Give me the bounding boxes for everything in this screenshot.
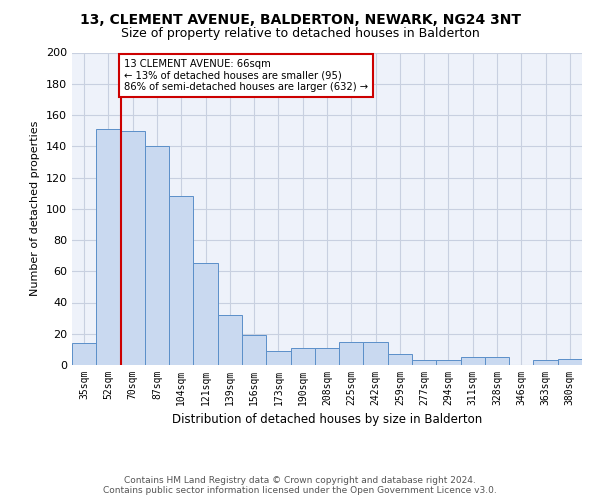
Bar [290, 348, 315, 365]
Bar [364, 342, 388, 365]
Bar [412, 360, 436, 365]
Bar [218, 315, 242, 365]
Bar [533, 360, 558, 365]
Bar [72, 343, 96, 365]
Bar [193, 264, 218, 365]
Bar [266, 351, 290, 365]
Bar [169, 196, 193, 365]
Bar [145, 146, 169, 365]
Bar [558, 359, 582, 365]
Y-axis label: Number of detached properties: Number of detached properties [31, 121, 40, 296]
Text: Size of property relative to detached houses in Balderton: Size of property relative to detached ho… [121, 28, 479, 40]
Text: Contains HM Land Registry data © Crown copyright and database right 2024.
Contai: Contains HM Land Registry data © Crown c… [103, 476, 497, 495]
Bar [339, 342, 364, 365]
Bar [121, 130, 145, 365]
Bar [242, 336, 266, 365]
Bar [485, 357, 509, 365]
Bar [436, 360, 461, 365]
Bar [96, 129, 121, 365]
Text: 13, CLEMENT AVENUE, BALDERTON, NEWARK, NG24 3NT: 13, CLEMENT AVENUE, BALDERTON, NEWARK, N… [79, 12, 521, 26]
Text: 13 CLEMENT AVENUE: 66sqm
← 13% of detached houses are smaller (95)
86% of semi-d: 13 CLEMENT AVENUE: 66sqm ← 13% of detach… [124, 58, 368, 92]
Bar [315, 348, 339, 365]
Bar [461, 357, 485, 365]
Bar [388, 354, 412, 365]
X-axis label: Distribution of detached houses by size in Balderton: Distribution of detached houses by size … [172, 414, 482, 426]
